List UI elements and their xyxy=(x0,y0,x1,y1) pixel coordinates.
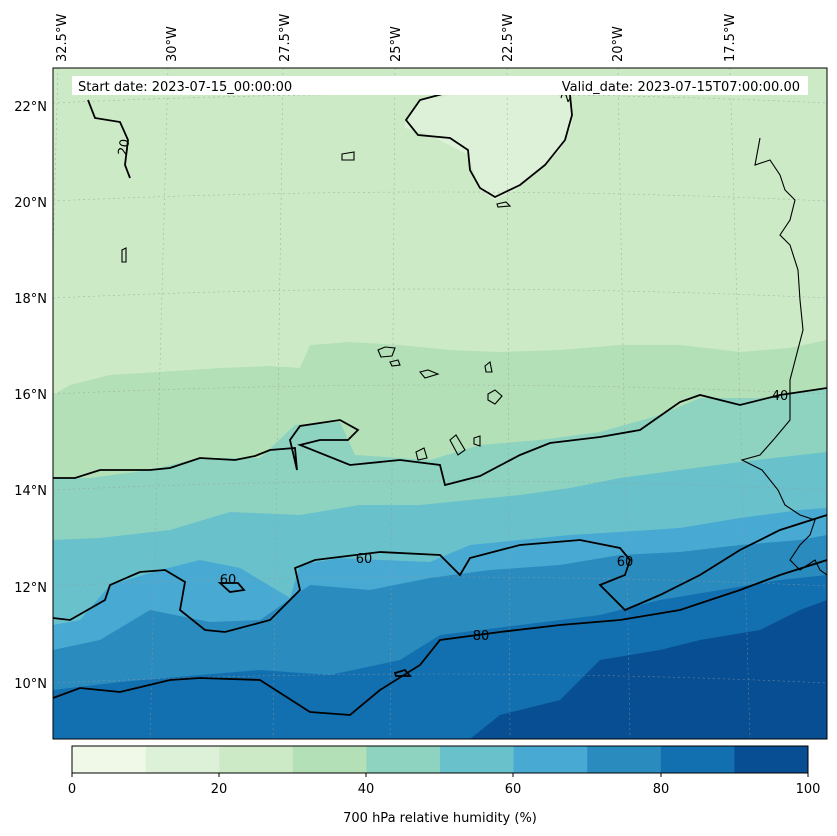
small-island-3 xyxy=(496,201,512,208)
humidity-band-10-20 xyxy=(405,90,572,200)
colorbar-segment xyxy=(587,746,662,773)
small-island-2 xyxy=(121,247,127,263)
cape-verde-7 xyxy=(473,435,481,447)
contour-label: 60 xyxy=(220,573,237,588)
contour-60 xyxy=(53,514,827,633)
map-frame xyxy=(52,67,828,740)
contour-20-north xyxy=(404,91,573,199)
lon-label: 20°W xyxy=(611,26,626,62)
graticule xyxy=(53,68,827,739)
cape-verde-5 xyxy=(487,389,503,405)
colorbar-ticks xyxy=(71,773,809,777)
contour-60-loop xyxy=(217,582,246,593)
colorbar-tick-label: 20 xyxy=(211,782,228,797)
lat-label: 18°N xyxy=(14,292,47,307)
coastlines xyxy=(121,137,827,576)
colorbar-tick-label: 0 xyxy=(68,782,76,797)
contour-label: 40 xyxy=(772,389,789,404)
lon-label: 17.5°W xyxy=(723,14,738,62)
colorbar-segment xyxy=(145,746,220,773)
lat-label: 16°N xyxy=(14,388,47,403)
latitude-labels: 22°N 20°N 18°N 16°N 14°N 12°N 10°N xyxy=(14,100,47,692)
contour-40 xyxy=(53,387,827,487)
lon-label: 27.5°W xyxy=(278,14,293,62)
lat-label: 12°N xyxy=(14,581,47,596)
colorbar-segment xyxy=(660,746,735,773)
contour-label: 20 xyxy=(116,138,134,157)
contour-20-west xyxy=(87,99,131,179)
lat-label: 20°N xyxy=(14,196,47,211)
humidity-band-90-100 xyxy=(470,600,827,739)
contour-80 xyxy=(53,559,827,716)
cape-verde-8 xyxy=(415,447,428,461)
colorbar xyxy=(72,746,809,773)
map-panel: 20 20 40 60 60 60 80 xyxy=(53,68,827,739)
colorbar-tick-labels: 0 20 40 60 80 100 xyxy=(68,782,821,797)
lat-label: 22°N xyxy=(14,100,47,115)
colorbar-segment xyxy=(219,746,294,773)
cape-verde-6 xyxy=(449,434,466,456)
colorbar-tick-label: 40 xyxy=(358,782,375,797)
contour-label: 60 xyxy=(617,555,634,570)
colorbar-frame xyxy=(71,745,809,774)
start-date-text: Start date: 2023-07-15_00:00:00 xyxy=(78,80,292,95)
colorbar-tick-label: 100 xyxy=(796,782,821,797)
colorbar-segment xyxy=(734,746,809,773)
lat-label: 10°N xyxy=(14,677,47,692)
lon-label: 22.5°W xyxy=(501,14,516,62)
colorbar-label: 700 hPa relative humidity (%) xyxy=(343,811,537,826)
longitude-labels: 32.5°W 30°W 27.5°W 25°W 22.5°W 20°W 17.5… xyxy=(55,14,738,62)
cape-verde-2 xyxy=(389,359,401,367)
colorbar-tick-label: 60 xyxy=(505,782,522,797)
contour-label: 80 xyxy=(473,629,490,644)
colorbar-tick-label: 80 xyxy=(653,782,670,797)
lon-label: 32.5°W xyxy=(55,14,70,62)
contour-80-loop xyxy=(393,668,412,677)
contour-lines xyxy=(53,91,827,716)
colorbar-segment xyxy=(366,746,441,773)
contour-label: 60 xyxy=(356,552,373,567)
cape-verde-4 xyxy=(484,361,493,373)
contour-labels: 20 20 40 60 60 60 80 xyxy=(116,83,789,644)
cape-verde-1 xyxy=(377,346,396,358)
colorbar-segment xyxy=(292,746,367,773)
colorbar-segment xyxy=(513,746,588,773)
cape-verde-3 xyxy=(419,369,440,379)
info-box xyxy=(72,76,808,95)
colorbar-segment xyxy=(72,746,147,773)
lon-label: 30°W xyxy=(165,26,180,62)
lat-label: 14°N xyxy=(14,484,47,499)
lon-label: 25°W xyxy=(389,26,404,62)
africa-coast xyxy=(740,137,827,576)
colorbar-segment xyxy=(440,746,515,773)
valid-date-text: Valid_date: 2023-07-15T07:00:00.00 xyxy=(562,80,800,95)
small-island-1 xyxy=(341,151,355,161)
